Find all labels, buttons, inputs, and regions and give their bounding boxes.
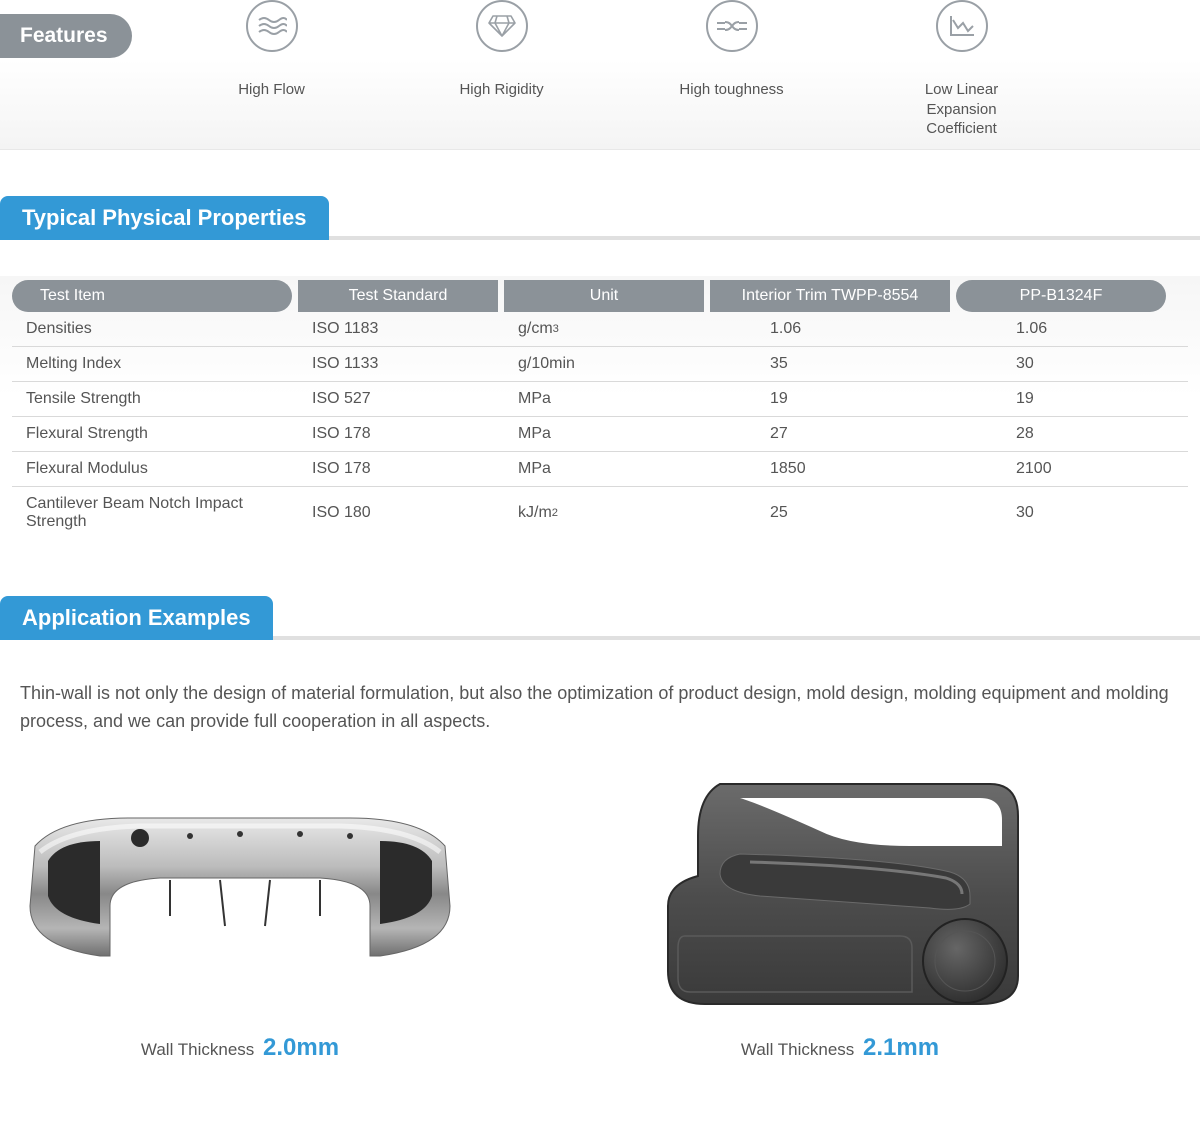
cell-standard: ISO 527 — [298, 382, 498, 416]
cell-v2: 19 — [956, 382, 1166, 416]
cell-unit: MPa — [504, 417, 704, 451]
properties-title-tab: Typical Physical Properties — [0, 196, 329, 240]
diamond-icon — [476, 0, 528, 52]
applications-description: Thin-wall is not only the design of mate… — [0, 640, 1200, 766]
cell-v2: 28 — [956, 417, 1166, 451]
properties-table: Test Item Test Standard Unit Interior Tr… — [0, 276, 1200, 550]
thickness-value: 2.0mm — [263, 1034, 339, 1061]
cell-v1: 35 — [710, 347, 950, 381]
feature-low-expansion: Low Linear Expansion Coefficient — [902, 0, 1022, 139]
applications-title-tab: Application Examples — [0, 596, 273, 640]
col-header-unit: Unit — [504, 280, 704, 312]
cell-unit: kJ/m2 — [504, 487, 704, 540]
thickness-caption: Wall Thickness 2.0mm — [141, 1034, 339, 1062]
section-rule — [329, 196, 1200, 240]
cell-item: Cantilever Beam Notch Impact Strength — [12, 487, 292, 540]
features-icon-row: High Flow High Rigidity High toughness — [132, 0, 1200, 139]
table-row: Flexural Modulus ISO 178 MPa 1850 2100 — [12, 452, 1188, 487]
applications-title: Application Examples — [22, 605, 251, 631]
feature-high-rigidity: High Rigidity — [442, 0, 562, 139]
cell-item: Flexural Modulus — [12, 452, 292, 486]
cell-standard: ISO 1183 — [298, 312, 498, 346]
col-header-product-1: Interior Trim TWPP-8554 — [710, 280, 950, 312]
thickness-label-text: Wall Thickness — [141, 1040, 254, 1059]
cell-standard: ISO 178 — [298, 417, 498, 451]
cell-v2: 30 — [956, 487, 1166, 540]
applications-header: Application Examples — [0, 596, 1200, 640]
feature-label: High Rigidity — [459, 80, 543, 100]
thickness-caption: Wall Thickness 2.1mm — [741, 1034, 939, 1062]
features-title-badge: Features — [0, 14, 132, 58]
cell-item: Tensile Strength — [12, 382, 292, 416]
cell-v2: 2100 — [956, 452, 1166, 486]
cell-item: Melting Index — [12, 347, 292, 381]
feature-high-toughness: High toughness — [672, 0, 792, 139]
cell-v1: 1.06 — [710, 312, 950, 346]
cell-standard: ISO 1133 — [298, 347, 498, 381]
feature-label: High Flow — [238, 80, 305, 100]
bumper-image — [20, 776, 460, 1016]
cell-item: Flexural Strength — [12, 417, 292, 451]
table-row: Cantilever Beam Notch Impact Strength IS… — [12, 487, 1188, 540]
cell-unit: MPa — [504, 382, 704, 416]
col-header-test-item: Test Item — [12, 280, 292, 312]
table-header-row: Test Item Test Standard Unit Interior Tr… — [12, 276, 1188, 312]
section-rule — [273, 596, 1200, 640]
example-bumper: Wall Thickness 2.0mm — [20, 776, 460, 1062]
table-row: Flexural Strength ISO 178 MPa 27 28 — [12, 417, 1188, 452]
col-header-standard: Test Standard — [298, 280, 498, 312]
cell-v2: 1.06 — [956, 312, 1166, 346]
cell-v1: 1850 — [710, 452, 950, 486]
chart-down-icon — [936, 0, 988, 52]
feature-label: Low Linear Expansion Coefficient — [902, 80, 1022, 139]
feature-label: High toughness — [679, 80, 783, 100]
cell-v1: 19 — [710, 382, 950, 416]
example-door-panel: Wall Thickness 2.1mm — [620, 776, 1060, 1062]
cell-unit: MPa — [504, 452, 704, 486]
feature-high-flow: High Flow — [212, 0, 332, 139]
cell-v2: 30 — [956, 347, 1166, 381]
flow-icon — [246, 0, 298, 52]
properties-title: Typical Physical Properties — [22, 205, 307, 231]
col-header-product-2: PP-B1324F — [956, 280, 1166, 312]
cell-item: Densities — [12, 312, 292, 346]
knot-icon — [706, 0, 758, 52]
cell-standard: ISO 180 — [298, 487, 498, 540]
table-row: Melting Index ISO 1133 g/10min 35 30 — [12, 347, 1188, 382]
thickness-value: 2.1mm — [863, 1034, 939, 1061]
cell-unit: g/10min — [504, 347, 704, 381]
door-panel-image — [620, 776, 1060, 1016]
examples-row: Wall Thickness 2.0mm — [0, 766, 1200, 1092]
features-section: Features High Flow High Rigidity — [0, 0, 1200, 150]
features-title: Features — [20, 24, 108, 48]
cell-unit: g/cm3 — [504, 312, 704, 346]
cell-v1: 25 — [710, 487, 950, 540]
cell-standard: ISO 178 — [298, 452, 498, 486]
table-row: Tensile Strength ISO 527 MPa 19 19 — [12, 382, 1188, 417]
thickness-label-text: Wall Thickness — [741, 1040, 854, 1059]
properties-header: Typical Physical Properties — [0, 196, 1200, 240]
table-row: Densities ISO 1183 g/cm3 1.06 1.06 — [12, 312, 1188, 347]
cell-v1: 27 — [710, 417, 950, 451]
